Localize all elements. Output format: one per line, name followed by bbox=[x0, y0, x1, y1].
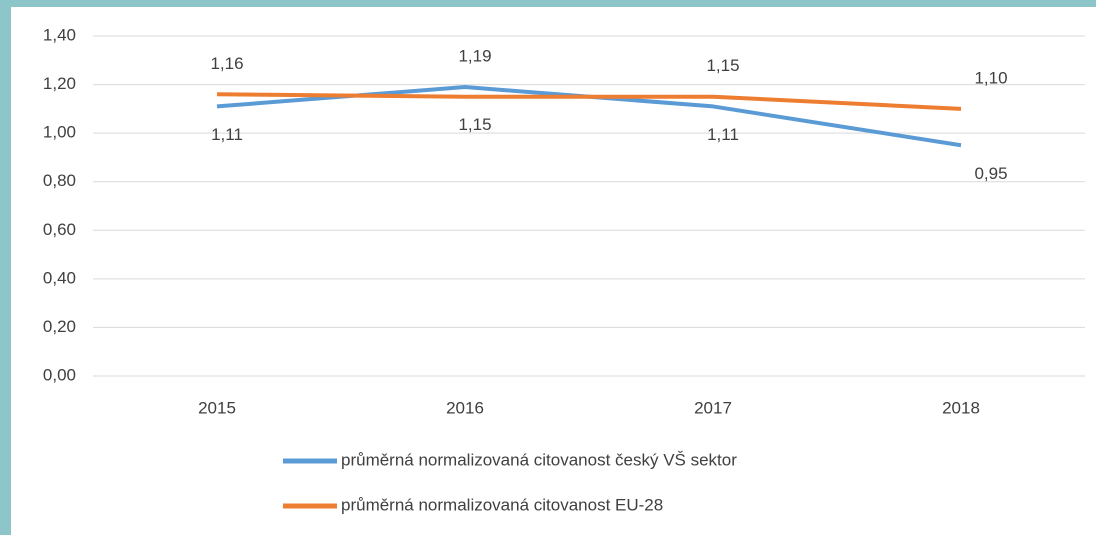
x-tick-label: 2018 bbox=[942, 398, 980, 417]
y-tick-label: 0,00 bbox=[43, 365, 76, 384]
frame-top bbox=[0, 0, 1096, 7]
data-label: 1,10 bbox=[974, 68, 1007, 87]
y-tick-label: 0,40 bbox=[43, 268, 76, 287]
data-label: 1,11 bbox=[211, 125, 243, 144]
y-tick-label: 0,80 bbox=[43, 171, 76, 190]
data-label: 1,15 bbox=[458, 115, 491, 134]
data-label: 1,19 bbox=[458, 46, 491, 65]
x-tick-label: 2015 bbox=[198, 398, 236, 417]
y-tick-label: 1,20 bbox=[43, 74, 76, 93]
data-label: 1,15 bbox=[706, 56, 739, 75]
data-label: 1,11 bbox=[707, 125, 739, 144]
x-tick-label: 2017 bbox=[694, 398, 732, 417]
y-tick-label: 0,60 bbox=[43, 220, 76, 239]
x-tick-label: 2016 bbox=[446, 398, 484, 417]
data-label: 0,95 bbox=[974, 164, 1007, 183]
y-tick-label: 0,20 bbox=[43, 317, 76, 336]
data-label: 1,16 bbox=[210, 54, 243, 73]
y-tick-label: 1,40 bbox=[43, 25, 76, 44]
frame-left bbox=[0, 0, 11, 535]
y-tick-label: 1,00 bbox=[43, 123, 76, 142]
legend-label: průměrná normalizovaná citovanost český … bbox=[341, 450, 737, 469]
series-line bbox=[216, 92, 962, 111]
legend-label: průměrná normalizovaná citovanost EU-28 bbox=[341, 495, 663, 514]
